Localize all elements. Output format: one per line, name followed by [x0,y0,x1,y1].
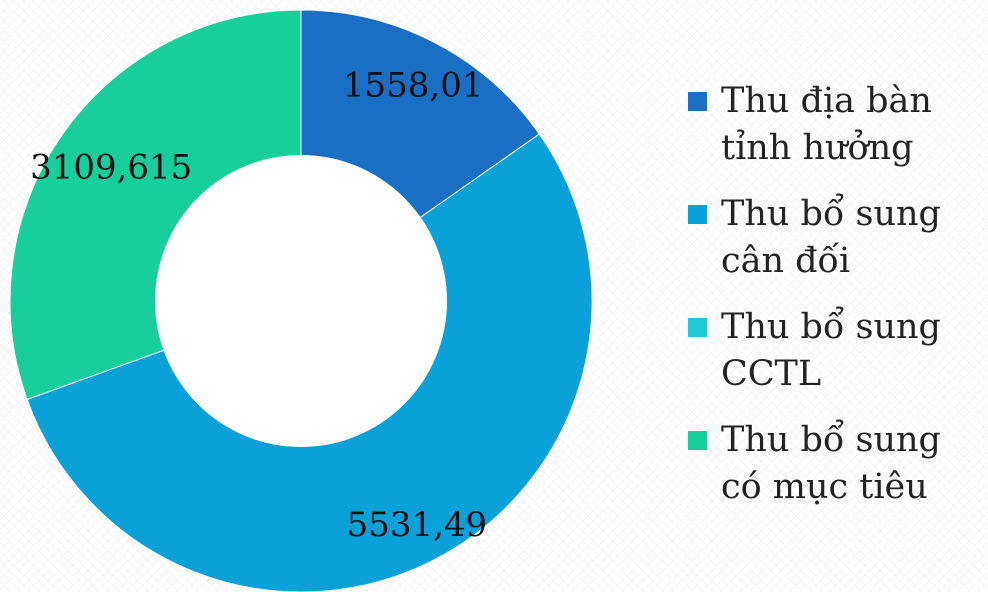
legend-item-thu-bo-sung-co-muc-tieu[interactable]: Thu bổ sung có mục tiêu [688,417,984,511]
chart-legend: Thu địa bàn tỉnh hưởng Thu bổ sung cân đ… [688,78,984,530]
legend-label-thu-bo-sung-can-doi: Thu bổ sung cân đối [721,194,941,281]
legend-item-thu-bo-sung-cctl[interactable]: Thu bổ sung CCTL [688,304,984,398]
legend-item-thu-bo-sung-can-doi[interactable]: Thu bổ sung cân đối [688,191,984,285]
legend-swatch-thu-bo-sung-co-muc-tieu [688,431,707,450]
legend-swatch-thu-bo-sung-can-doi [688,205,707,224]
legend-label-thu-bo-sung-co-muc-tieu: Thu bổ sung có mục tiêu [721,420,941,507]
data-label-thu-bo-sung-can-doi: 5531,49 [347,505,488,545]
data-labels-layer: 1558,01 5531,49 3109,615 [30,65,487,544]
legend-label-thu-bo-sung-cctl: Thu bổ sung CCTL [721,307,941,394]
data-label-thu-bo-sung-co-muc-tieu: 3109,615 [30,148,192,188]
legend-item-thu-dia-ban[interactable]: Thu địa bàn tỉnh hưởng [688,78,984,172]
donut-hole [155,155,447,447]
legend-swatch-thu-dia-ban [688,92,707,111]
legend-swatch-thu-bo-sung-cctl [688,318,707,337]
legend-label-thu-dia-ban: Thu địa bàn tỉnh hưởng [721,81,932,168]
data-label-thu-dia-ban: 1558,01 [343,65,484,105]
